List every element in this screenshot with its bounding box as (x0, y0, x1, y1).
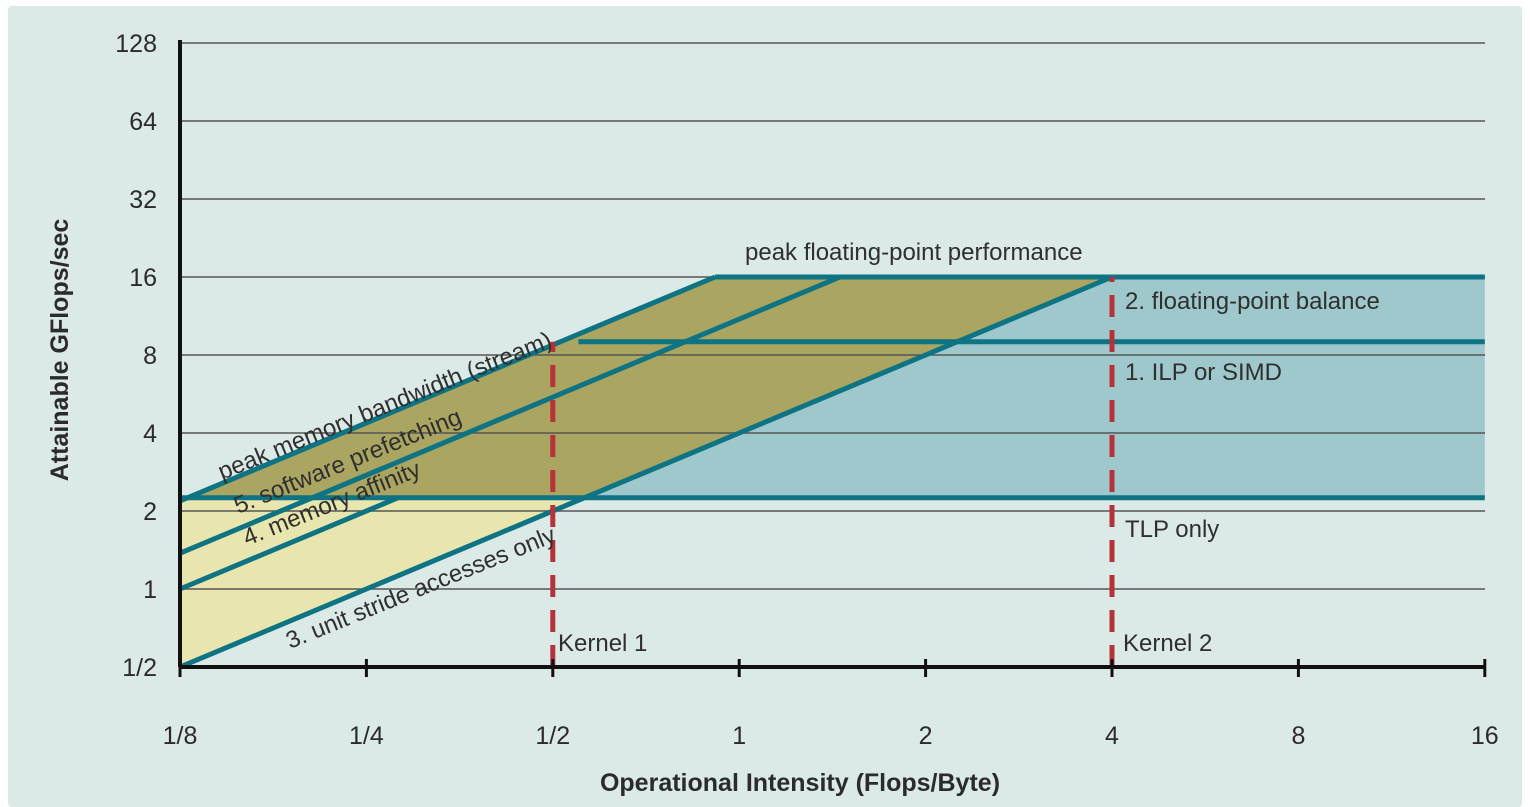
x-tick-label: 1/4 (349, 722, 384, 750)
fp-balance-label: 2. floating-point balance (1125, 288, 1380, 315)
y-tick-label: 4 (143, 420, 157, 448)
x-tick-label: 16 (1471, 722, 1499, 750)
affinity-ceiling-line (179, 495, 400, 592)
tlp-only-label: TLP only (1125, 516, 1219, 543)
unit-stride-ceiling-line (179, 274, 1113, 670)
ilp-simd-label: 1. ILP or SIMD (1125, 359, 1282, 386)
kernel-2-label: Kernel 2 (1123, 630, 1212, 657)
x-tick-label: 4 (1105, 722, 1119, 750)
x-axis-title: Operational Intensity (Flops/Byte) (600, 769, 1000, 797)
kernel-markers (550, 277, 1115, 667)
y-tick-label: 1/2 (122, 654, 157, 682)
y-tick-label: 16 (129, 264, 157, 292)
stream-bandwidth-ceiling-line (179, 274, 717, 504)
x-ticks: 1/8 1/4 1/2 1 2 4 8 16 (163, 659, 1499, 750)
kernel-1-label: Kernel 1 (558, 630, 647, 657)
y-tick-label: 128 (115, 30, 157, 58)
axes (178, 40, 1485, 669)
y-tick-label: 64 (129, 108, 157, 136)
x-tick-label: 1/8 (163, 722, 198, 750)
y-ticks: 1/2 1 2 4 8 16 32 64 128 (115, 30, 157, 682)
y-tick-label: 8 (143, 342, 157, 370)
y-tick-label: 1 (143, 576, 157, 604)
x-tick-label: 2 (919, 722, 933, 750)
peak-fp-label: peak floating-point performance (745, 239, 1083, 266)
compute-bound-region (584, 277, 1485, 498)
y-axis-title: Attainable GFlops/sec (46, 219, 74, 482)
prefetch-ceiling-line (179, 274, 841, 556)
y-tick-label: 2 (143, 498, 157, 526)
y-tick-label: 32 (129, 186, 157, 214)
ceiling-lines (179, 274, 1485, 670)
overlap-region (180, 277, 1112, 498)
x-tick-label: 8 (1291, 722, 1305, 750)
x-tick-label: 1 (732, 722, 746, 750)
x-tick-label: 1/2 (535, 722, 570, 750)
